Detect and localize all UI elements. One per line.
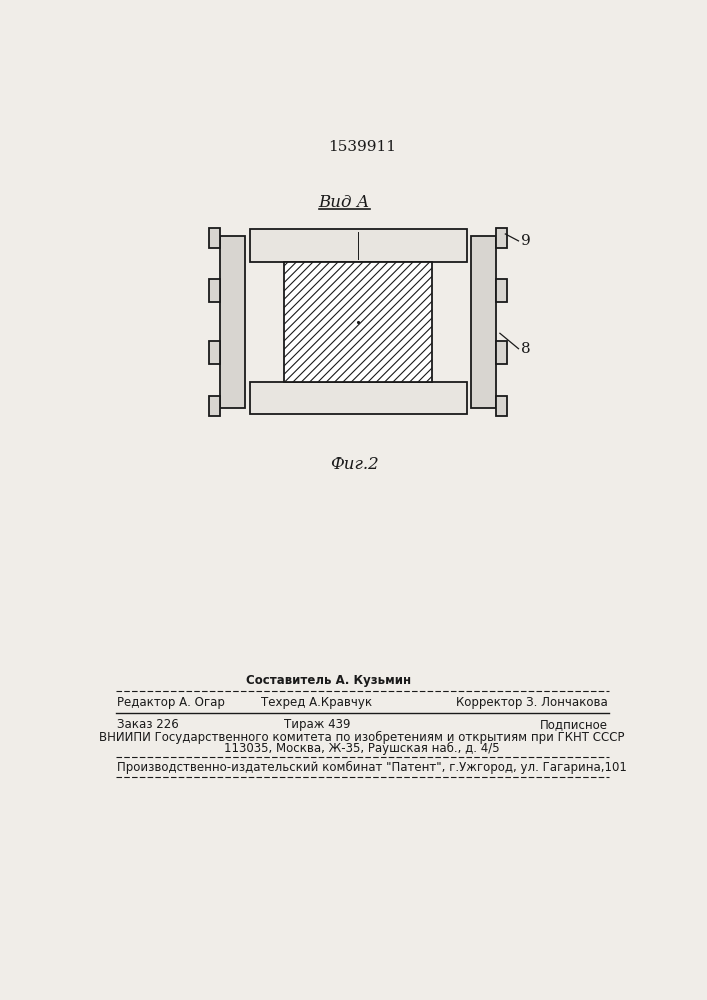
Bar [250,382,467,414]
Bar [496,279,507,302]
Bar [209,396,220,416]
Bar [250,229,467,262]
Bar [496,396,507,416]
Bar [472,235,496,408]
Bar [496,341,507,364]
Text: Составитель А. Кузьмин: Составитель А. Кузьмин [246,674,411,687]
Text: 113035, Москва, Ж-35, Раушская наб., д. 4/5: 113035, Москва, Ж-35, Раушская наб., д. … [224,742,500,755]
Text: 1539911: 1539911 [328,140,396,154]
Text: Вид А: Вид А [318,194,370,211]
Bar [209,228,220,248]
Text: 9: 9 [521,234,530,248]
Text: Тираж 439: Тираж 439 [284,718,350,731]
Text: Подписное: Подписное [539,718,607,731]
Text: Заказ 226: Заказ 226 [117,718,179,731]
Bar [496,228,507,248]
Text: Техред А.Кравчук: Техред А.Кравчук [262,696,373,709]
Text: Производственно-издательский комбинат "Патент", г.Ужгород, ул. Гагарина,101: Производственно-издательский комбинат "П… [117,761,627,774]
Bar [209,341,220,364]
Text: Редактор А. Огар: Редактор А. Огар [117,696,225,709]
Bar [209,279,220,302]
Text: ВНИИПИ Государственного комитета по изобретениям и открытиям при ГКНТ СССР: ВНИИПИ Государственного комитета по изоб… [99,731,625,744]
Text: Корректор З. Лончакова: Корректор З. Лончакова [456,696,607,709]
Bar [220,235,245,408]
Bar [284,262,432,382]
Text: 8: 8 [521,342,530,356]
Text: Фиг.2: Фиг.2 [330,456,378,473]
